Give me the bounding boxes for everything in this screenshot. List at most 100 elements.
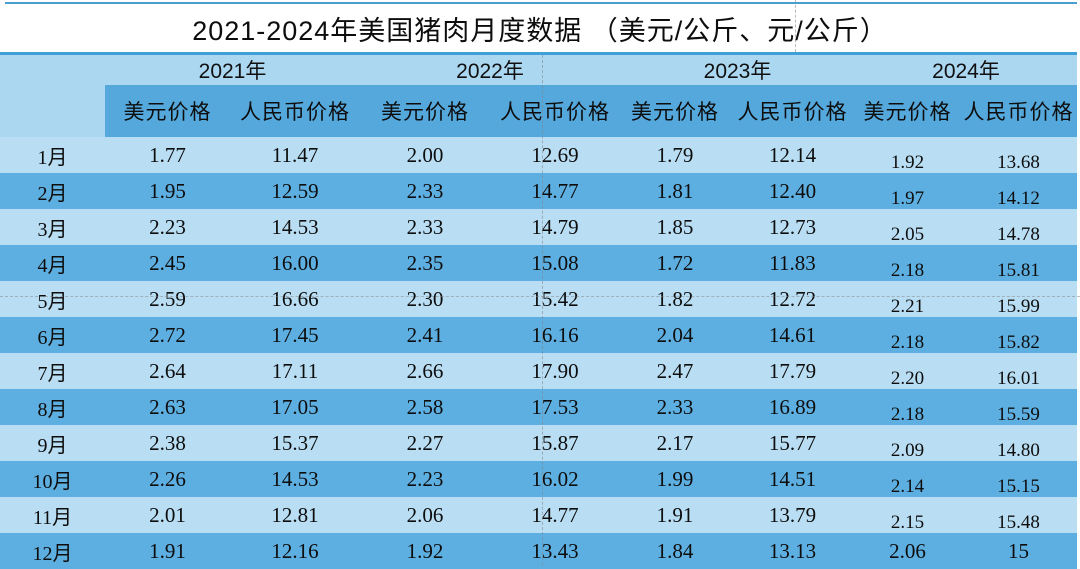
- month-cell: 1月: [0, 137, 105, 173]
- cell-value: 14.78: [997, 223, 1040, 245]
- month-cell: 12月: [0, 533, 105, 569]
- cell-value: 17.53: [531, 394, 579, 419]
- price-cell: 2.33: [360, 209, 490, 245]
- table-row: 3月 2.23 14.53 2.33 14.79 1.85 12.73 2.05 14.78: [0, 209, 1077, 245]
- month-cell: 8月: [0, 389, 105, 425]
- price-cell: 16.89: [730, 389, 855, 425]
- column-header-cny-2021: 人民币价格: [230, 85, 360, 137]
- price-cell: 2.18: [855, 245, 960, 281]
- price-cell: 2.33: [360, 173, 490, 209]
- cell-value: 2.04: [656, 322, 694, 347]
- cell-value: 12.40: [768, 178, 817, 203]
- price-cell: 15.48: [960, 497, 1077, 533]
- price-cell: 2.17: [620, 425, 730, 461]
- month-cell: 2月: [0, 173, 105, 209]
- cell-value: 1.72: [656, 250, 694, 275]
- cell-value: 2.18: [890, 331, 925, 353]
- price-cell: 16.00: [230, 245, 360, 281]
- price-cell: 1.72: [620, 245, 730, 281]
- cell-value: 15.48: [997, 511, 1040, 533]
- price-cell: 2.47: [620, 353, 730, 389]
- cell-value: 11.47: [271, 142, 319, 167]
- cell-value: 2.47: [656, 358, 694, 383]
- month-cell: 6月: [0, 317, 105, 353]
- column-header-usd-2022: 美元价格: [360, 85, 490, 137]
- cell-value: 2.59: [149, 286, 186, 311]
- price-cell: 2.06: [360, 497, 490, 533]
- print-guide-vertical-line-top: [795, 0, 796, 52]
- price-cell: 2.04: [620, 317, 730, 353]
- price-cell: 2.45: [105, 245, 230, 281]
- cell-value: 2.06: [889, 538, 926, 563]
- print-guide-horizontal-line: [0, 296, 1080, 297]
- price-cell: 2.27: [360, 425, 490, 461]
- cell-value: 16.00: [271, 250, 319, 275]
- cell-value: 2.15: [890, 511, 925, 533]
- price-cell: 1.91: [620, 497, 730, 533]
- price-cell: 2.23: [105, 209, 230, 245]
- price-cell: 2.59: [105, 281, 230, 317]
- price-cell: 2.63: [105, 389, 230, 425]
- cell-value: 2.33: [406, 178, 444, 203]
- price-cell: 1.81: [620, 173, 730, 209]
- cell-value: 2.20: [890, 367, 925, 389]
- cell-value: 15.37: [271, 430, 319, 455]
- year-header-2022: 2022年: [360, 55, 620, 85]
- column-header-usd-2021: 美元价格: [105, 85, 230, 137]
- price-cell: 15: [960, 533, 1077, 569]
- price-cell: 1.95: [105, 173, 230, 209]
- cell-value: 15.99: [997, 295, 1040, 317]
- month-cell: 4月: [0, 245, 105, 281]
- column-header-usd-2023: 美元价格: [620, 85, 730, 137]
- price-cell: 15.42: [490, 281, 620, 317]
- cell-value: 14.80: [997, 439, 1040, 461]
- cell-value: 2.58: [406, 394, 444, 419]
- cell-value: 12.73: [768, 214, 817, 239]
- price-cell: 15.87: [490, 425, 620, 461]
- cell-value: 14.12: [997, 187, 1040, 209]
- table-row: 8月 2.63 17.05 2.58 17.53 2.33 16.89 2.18 15.59: [0, 389, 1077, 425]
- price-cell: 1.99: [620, 461, 730, 497]
- price-cell: 15.08: [490, 245, 620, 281]
- cell-value: 2.33: [656, 394, 694, 419]
- cell-value: 16.02: [531, 466, 579, 491]
- price-cell: 14.61: [730, 317, 855, 353]
- price-cell: 1.84: [620, 533, 730, 569]
- cell-value: 15.87: [531, 430, 579, 455]
- price-cell: 1.82: [620, 281, 730, 317]
- cell-value: 2.72: [149, 322, 186, 347]
- cell-value: 2.26: [149, 466, 186, 491]
- table-row: 12月 1.91 12.16 1.92 13.43 1.84 13.13 2.06 15: [0, 533, 1077, 569]
- cell-value: 2.33: [406, 214, 444, 239]
- cell-value: 1.84: [656, 538, 694, 563]
- price-cell: 2.58: [360, 389, 490, 425]
- price-cell: 17.90: [490, 353, 620, 389]
- table-row: 9月 2.38 15.37 2.27 15.87 2.17 15.77 2.09 14.80: [0, 425, 1077, 461]
- cell-value: 15.82: [997, 331, 1040, 353]
- price-type-header-row: 美元价格 人民币价格 美元价格 人民币价格 美元价格 人民币价格 美元价格 人民…: [0, 85, 1077, 137]
- cell-value: 12.59: [271, 178, 319, 203]
- price-cell: 17.11: [230, 353, 360, 389]
- price-cell: 13.79: [730, 497, 855, 533]
- cell-value: 11.83: [769, 250, 816, 275]
- cell-value: 1.97: [890, 187, 925, 209]
- price-cell: 17.79: [730, 353, 855, 389]
- price-cell: 1.91: [105, 533, 230, 569]
- cell-value: 2.21: [890, 295, 925, 317]
- cell-value: 1.92: [406, 538, 444, 563]
- cell-value: 2.64: [149, 358, 186, 383]
- cell-value: 2.38: [149, 430, 186, 455]
- cell-value: 2.09: [890, 439, 925, 461]
- table-body: 1月 1.77 11.47 2.00 12.69 1.79 12.14 1.92 13.68 2月…: [0, 137, 1077, 569]
- cell-value: 17.90: [531, 358, 579, 383]
- cell-value: 2.05: [890, 223, 925, 245]
- price-cell: 2.00: [360, 137, 490, 173]
- price-cell: 2.35: [360, 245, 490, 281]
- cell-value: 1.95: [149, 178, 186, 203]
- cell-value: 16.01: [997, 367, 1040, 389]
- price-cell: 2.15: [855, 497, 960, 533]
- page-title: 2021-2024年美国猪肉月度数据 （美元/公斤、元/公斤）: [192, 15, 888, 46]
- cell-value: 17.45: [271, 322, 319, 347]
- price-cell: 14.51: [730, 461, 855, 497]
- cell-value: 2.30: [406, 286, 444, 311]
